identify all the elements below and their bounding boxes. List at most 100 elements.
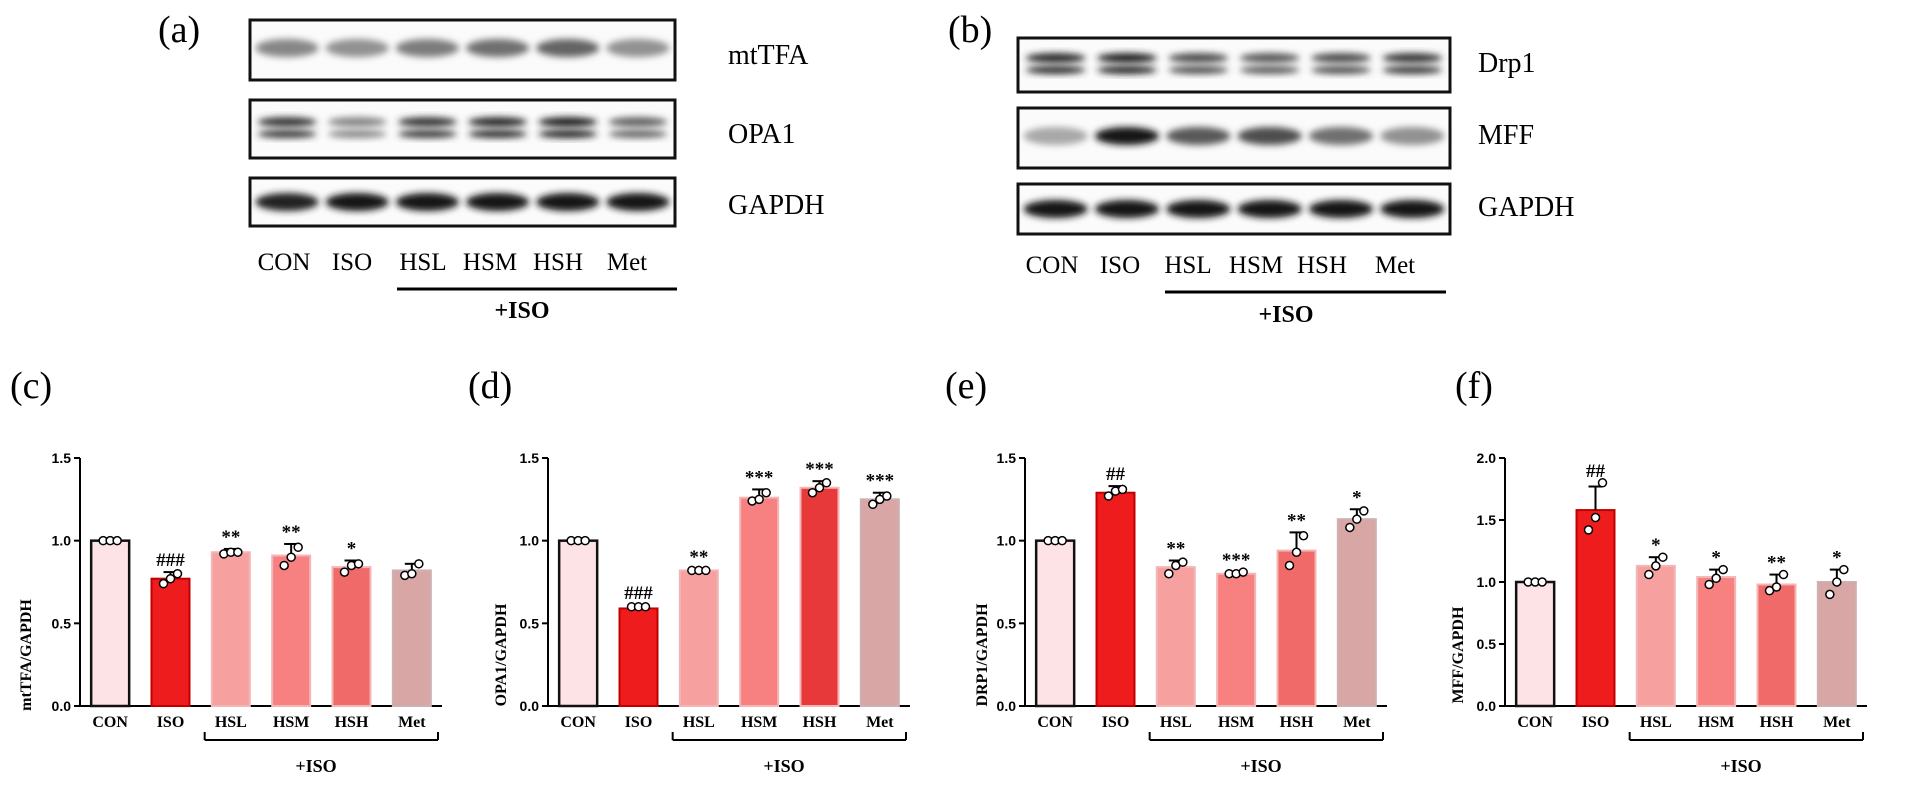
data-point-met [1825, 589, 1835, 600]
y-tick-label: 0.0 [52, 698, 72, 714]
y-axis-label: MFF/GAPDH [1450, 606, 1467, 703]
band-con-lower [1025, 66, 1086, 74]
lane-label-hsm: HSM [463, 249, 517, 276]
data-point-hsh [1771, 582, 1782, 592]
y-axis-label: OPA1/GAPDH [493, 603, 510, 706]
y-tick-label: 0.5 [997, 615, 1017, 631]
x-tick-label-iso: ISO [1102, 714, 1130, 731]
y-tick-label: 1.5 [520, 450, 540, 466]
significance-hsl: ** [689, 547, 708, 568]
significance-hsh: ** [1287, 510, 1306, 531]
significance-iso: ## [1586, 461, 1606, 482]
band-row-a-mttfa [255, 39, 670, 57]
band-met [608, 117, 668, 127]
significance-hsl: * [1651, 535, 1661, 556]
data-point-hsm [279, 560, 289, 571]
bar-iso [618, 607, 659, 708]
x-tick-label-hsh: HSH [1760, 714, 1794, 731]
band-con [1025, 53, 1086, 63]
bar-met [859, 498, 900, 707]
lane-label-con: CON [258, 249, 311, 276]
significance-iso: ### [156, 550, 185, 571]
y-axis-label: mtTFA/GAPDH [18, 599, 35, 711]
data-point-met [414, 559, 424, 569]
band-hsm-lower [1239, 66, 1300, 74]
data-point-iso [158, 578, 169, 589]
significance-iso: ## [1106, 464, 1126, 485]
bar-hsl [1635, 564, 1676, 707]
data-point-hsm [293, 542, 303, 553]
data-point-hsl [701, 565, 711, 576]
significance-hsl: ** [221, 527, 240, 548]
bar-met [1336, 518, 1377, 707]
bar-hsm [739, 496, 780, 707]
x-tick-label-hsh: HSH [335, 714, 369, 731]
bar-con [1034, 539, 1076, 708]
band-con [1023, 200, 1088, 218]
data-point-met [882, 491, 892, 501]
panel-label-d: (d) [468, 365, 512, 407]
data-point-iso [640, 602, 651, 612]
blot-b-drp1 [1016, 36, 1452, 94]
band-hsh [1311, 53, 1371, 63]
x-tick-label-con: CON [560, 714, 596, 731]
significance-hsm: * [1711, 548, 1721, 569]
band-met [606, 39, 670, 57]
bar-hsl [1155, 566, 1196, 707]
band-iso-lower [327, 130, 387, 138]
data-point-hsh [339, 567, 350, 577]
data-point-hsh [1764, 585, 1775, 596]
lane-labels-a: CON ISO HSL HSM HSH Met [258, 249, 648, 276]
band-label-b-drp1: Drp1 [1478, 48, 1536, 79]
bar-chart-mttfa: (c) mtTFA/GAPDH +ISO 0.0 0.5 1.0 1.5 CON ### I… [10, 365, 442, 776]
significance-hsm: ** [282, 522, 301, 543]
y-tick-label: 2.0 [1477, 450, 1497, 466]
x-tick-label-hsm: HSM [1218, 714, 1254, 731]
data-point-hsh [1778, 569, 1789, 580]
data-point-hsh [1291, 547, 1302, 557]
x-tick-label-hsm: HSM [1698, 714, 1734, 731]
bar-con [89, 539, 131, 708]
data-point-met [1839, 564, 1849, 575]
bar-hsl [210, 551, 251, 707]
bar-hsh [1756, 583, 1797, 707]
lane-label-con: CON [1026, 252, 1079, 279]
band-hsm-lower [468, 130, 528, 138]
band-hsh-lower [538, 130, 598, 138]
band-con [1023, 127, 1088, 145]
x-tick-label-con: CON [92, 714, 128, 731]
band-hsm [466, 39, 530, 57]
band-row-b-mff [1023, 127, 1445, 145]
x-tick-label-iso: ISO [1582, 714, 1610, 731]
data-point-hsm [754, 494, 764, 505]
y-tick-label: 0.0 [1477, 698, 1497, 714]
data-point-met [868, 499, 878, 510]
band-label-a-opa1: OPA1 [728, 119, 795, 150]
lane-label-met: Met [1375, 252, 1415, 279]
bar-chart-opa1: (d) OPA1/GAPDH +ISO 0.0 0.5 1.0 1.5 CON ### IS… [468, 365, 910, 776]
significance-met: * [1352, 487, 1362, 508]
band-met-lower [1382, 66, 1443, 74]
lane-label-hsh: HSH [533, 249, 583, 276]
band-met [1380, 127, 1445, 145]
band-hsl [395, 193, 459, 211]
band-met-lower [608, 130, 668, 138]
data-point-met [1832, 577, 1842, 587]
lane-label-hsh: HSH [1297, 252, 1347, 279]
data-point-hsm [1711, 573, 1721, 584]
data-point-met [1352, 514, 1362, 524]
data-point-met [1359, 506, 1369, 516]
data-point-con [112, 535, 122, 546]
lane-label-hsm: HSM [1229, 252, 1283, 279]
lane-label-iso: ISO [332, 249, 372, 276]
y-tick-label: 1.0 [52, 533, 72, 549]
band-hsm [466, 193, 530, 211]
data-point-hsl [1164, 568, 1174, 579]
y-tick-label: 1.5 [997, 450, 1017, 466]
data-point-iso [1103, 491, 1114, 501]
x-tick-label-hsl: HSL [1640, 714, 1672, 731]
x-tick-label-met: Met [1823, 714, 1851, 731]
x-tick-label-hsm: HSM [273, 714, 309, 731]
data-point-met [407, 568, 417, 579]
panel-label-b: (b) [948, 9, 992, 51]
